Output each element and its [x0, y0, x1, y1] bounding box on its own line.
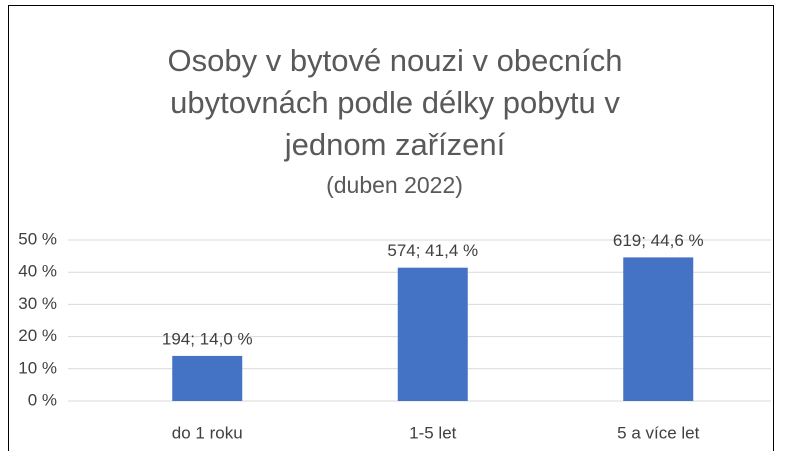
bar: [397, 267, 468, 401]
bar: [623, 257, 694, 401]
x-tick-label: do 1 roku: [172, 423, 243, 442]
data-label: 619; 44,6 %: [613, 231, 704, 250]
chart-subtitle: (duben 2022): [326, 172, 463, 198]
data-label: 194; 14,0 %: [162, 329, 253, 348]
y-tick-label: 20 %: [18, 326, 57, 345]
y-tick-label: 40 %: [18, 262, 57, 281]
y-tick-label: 0 %: [28, 390, 57, 409]
x-tick-label: 1-5 let: [409, 423, 457, 442]
bar: [172, 355, 243, 401]
y-tick-label: 50 %: [18, 229, 57, 248]
y-tick-label: 30 %: [18, 294, 57, 313]
chart-title: Osoby v bytové nouzi v obecních ubytovná…: [167, 43, 623, 162]
data-label: 574; 41,4 %: [387, 241, 478, 260]
y-tick-label: 10 %: [18, 358, 57, 377]
chart-frame: [8, 5, 774, 451]
x-tick-label: 5 a více let: [617, 423, 699, 442]
